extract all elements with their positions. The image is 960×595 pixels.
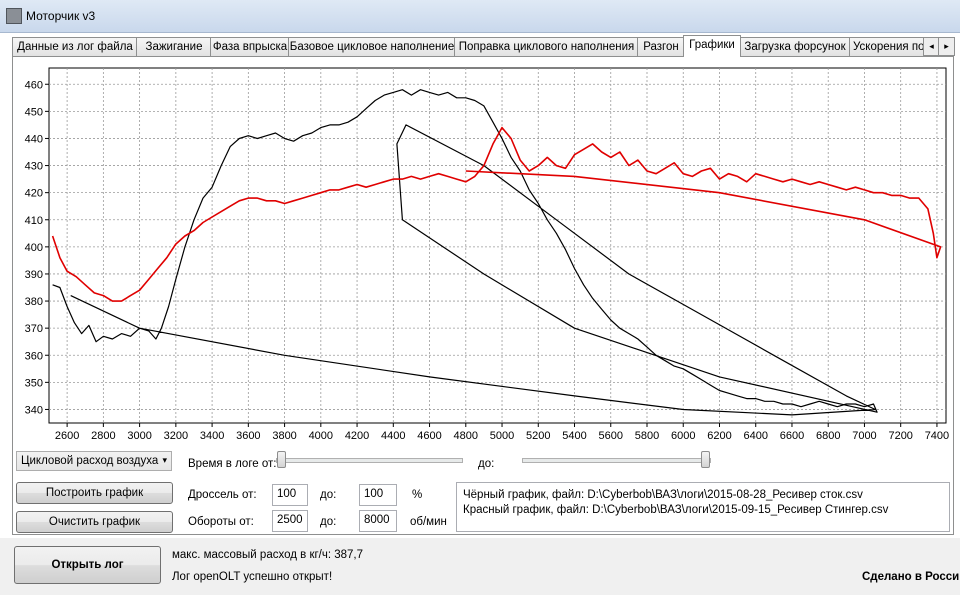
x-tick-label: 2800 (91, 430, 115, 442)
tab-log-data[interactable]: Данные из лог файла (12, 37, 138, 56)
x-tick-label: 4800 (454, 430, 478, 442)
x-tick-label: 4200 (345, 430, 369, 442)
throttle-unit: % (412, 489, 423, 501)
build-graph-button[interactable]: Построить график (16, 482, 173, 504)
rpm-to-label: до: (320, 516, 337, 528)
max-mass-flow: макс. массовый расход в кг/ч: 387,7 (172, 549, 364, 561)
tab-cycle-fill-correction[interactable]: Поправка циклового наполнения (454, 37, 639, 56)
loaded-files-info: Чёрный график, файл: D:\Cyberbob\ВАЗ\лог… (456, 482, 950, 532)
tab-acceleration[interactable]: Разгон (637, 37, 685, 56)
title-bar: Моторчик v3 (0, 0, 960, 33)
status-text: Лог openOLT успешно открыт! (172, 571, 333, 583)
series-line-black (52, 89, 878, 416)
y-tick-label: 430 (25, 161, 43, 173)
time-from-label: Время в логе от: (188, 458, 277, 470)
parameter-select-value: Цикловой расход воздуха (21, 455, 159, 467)
x-tick-label: 6200 (707, 430, 731, 442)
x-tick-label: 7000 (852, 430, 876, 442)
rpm-label: Обороты от: (188, 516, 254, 528)
rpm-from-field[interactable]: 2500 (272, 510, 308, 532)
rpm-unit: об/мин (410, 516, 447, 528)
tab-injection-phase[interactable]: Фаза впрыска (210, 37, 290, 56)
clear-graph-button[interactable]: Очистить график (16, 511, 173, 533)
x-tick-label: 5800 (635, 430, 659, 442)
open-log-button[interactable]: Открыть лог (14, 546, 161, 584)
x-tick-label: 3800 (272, 430, 296, 442)
parameter-select[interactable]: Цикловой расход воздуха ▾ (16, 451, 172, 471)
red-graph-file: Красный график, файл: D:\Cyberbob\ВАЗ\ло… (463, 504, 889, 516)
chevron-down-icon: ▾ (162, 455, 167, 465)
throttle-to-field[interactable]: 100 (359, 484, 397, 506)
x-tick-label: 6800 (816, 430, 840, 442)
tab-bar: Данные из лог файла Зажигание Фаза впрыс… (12, 35, 955, 57)
y-tick-label: 400 (25, 242, 43, 254)
y-tick-label: 410 (25, 215, 43, 227)
x-tick-label: 4600 (417, 430, 441, 442)
x-tick-label: 3200 (164, 430, 188, 442)
time-from-slider-handle[interactable] (277, 451, 286, 468)
rpm-to-field[interactable]: 8000 (359, 510, 397, 532)
window-title: Моторчик v3 (26, 9, 96, 23)
x-tick-label: 6000 (671, 430, 695, 442)
bottom-bar: Открыть лог макс. массовый расход в кг/ч… (0, 538, 960, 595)
x-tick-label: 5600 (599, 430, 623, 442)
y-tick-label: 460 (25, 79, 43, 91)
y-tick-label: 370 (25, 323, 43, 335)
throttle-from-field[interactable]: 100 (272, 484, 308, 506)
x-tick-label: 3400 (200, 430, 224, 442)
x-tick-label: 3600 (236, 430, 260, 442)
x-tick-label: 3000 (127, 430, 151, 442)
y-tick-label: 420 (25, 188, 43, 200)
time-to-slider-handle[interactable] (701, 451, 710, 468)
y-tick-label: 350 (25, 377, 43, 389)
y-tick-label: 390 (25, 269, 43, 281)
series-line-red (51, 126, 942, 302)
made-in-label: Сделано в России (862, 571, 960, 583)
y-tick-label: 380 (25, 296, 43, 308)
y-tick-label: 450 (25, 106, 43, 118)
tab-injector-load[interactable]: Загрузка форсунок (739, 37, 851, 56)
x-tick-label: 2600 (55, 430, 79, 442)
y-tick-label: 360 (25, 350, 43, 362)
x-tick-label: 6600 (780, 430, 804, 442)
x-tick-label: 7200 (888, 430, 912, 442)
plot-area (48, 67, 947, 424)
x-tick-label: 6400 (743, 430, 767, 442)
tab-scroll-right-button[interactable]: ▸ (938, 37, 955, 56)
y-tick-label: 340 (25, 404, 43, 416)
tab-ignition[interactable]: Зажигание (136, 37, 212, 56)
x-tick-label: 7400 (925, 430, 949, 442)
chart: 2600 2800 3000 3200 3400 3600 3800 4000 4200 4400… (25, 67, 949, 442)
time-from-slider-track[interactable] (276, 458, 463, 463)
time-to-slider-track[interactable] (522, 458, 711, 463)
black-graph-file: Чёрный график, файл: D:\Cyberbob\ВАЗ\лог… (463, 489, 863, 501)
tab-base-cycle-fill[interactable]: Базовое цикловое наполнение (288, 37, 456, 56)
x-tick-label: 5000 (490, 430, 514, 442)
tab-graphs[interactable]: Графики (683, 35, 741, 57)
x-tick-label: 5200 (526, 430, 550, 442)
x-tick-label: 5400 (562, 430, 586, 442)
throttle-to-label: до: (320, 489, 337, 501)
time-to-label: до: (478, 458, 495, 470)
tab-accelerations[interactable]: Ускорения по (849, 37, 928, 56)
x-tick-label: 4400 (381, 430, 405, 442)
throttle-label: Дроссель от: (188, 489, 257, 501)
y-tick-label: 440 (25, 133, 43, 145)
x-tick-label: 4000 (309, 430, 333, 442)
app-icon (6, 8, 22, 24)
